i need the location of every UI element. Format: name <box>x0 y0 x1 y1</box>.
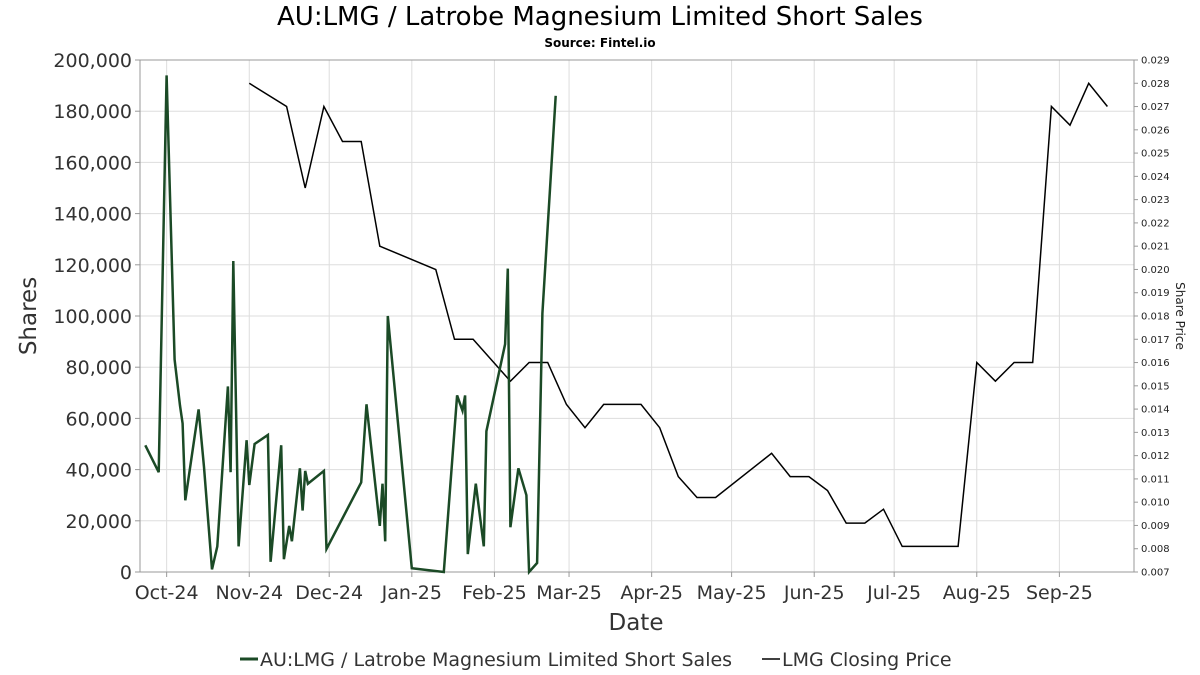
y2-axis-title: Share Price <box>1173 282 1187 350</box>
y2-tick-label: 0.023 <box>1141 195 1170 206</box>
y-axis-title: Shares <box>16 277 42 355</box>
y2-tick-label: 0.027 <box>1141 102 1170 113</box>
chart-subtitle: Source: Fintel.io <box>544 36 656 50</box>
y2-tick-label: 0.015 <box>1141 381 1170 392</box>
y2-tick-label: 0.017 <box>1141 335 1170 346</box>
x-tick-label: Oct-24 <box>135 582 199 604</box>
y-tick-label: 80,000 <box>66 357 132 379</box>
y2-tick-label: 0.012 <box>1141 451 1170 462</box>
x-tick-label: May-25 <box>697 582 767 604</box>
y2-tick-label: 0.007 <box>1141 568 1170 579</box>
y-tick-label: 0 <box>120 562 132 584</box>
y2-tick-label: 0.022 <box>1141 218 1170 229</box>
x-tick-label: Mar-25 <box>536 582 602 604</box>
y2-tick-label: 0.018 <box>1141 312 1170 323</box>
x-tick-label: Dec-24 <box>295 582 363 604</box>
y-tick-label: 20,000 <box>66 511 132 533</box>
y2-tick-label: 0.024 <box>1141 172 1170 183</box>
y-tick-label: 200,000 <box>53 50 132 72</box>
x-axis: Oct-24 Nov-24 Dec-24 Jan-25 Feb-25 Mar-25 Apr-… <box>135 572 1093 604</box>
y-tick-label: 100,000 <box>53 306 132 328</box>
y-tick-label: 60,000 <box>66 408 132 430</box>
y2-tick-label: 0.009 <box>1141 521 1170 532</box>
series-line-closing-price <box>248 81 1108 548</box>
y-tick-label: 180,000 <box>53 101 132 123</box>
y2-tick-label: 0.021 <box>1141 242 1170 253</box>
y2-tick-label: 0.014 <box>1141 405 1170 416</box>
y2-tick-label: 0.026 <box>1141 125 1170 136</box>
y2-tick-label: 0.028 <box>1141 79 1170 90</box>
x-tick-label: Sep-25 <box>1026 582 1093 604</box>
x-tick-label: Jun-25 <box>783 582 845 604</box>
legend: AU:LMG / Latrobe Magnesium Limited Short… <box>240 649 952 671</box>
x-tick-label: Aug-25 <box>943 582 1011 604</box>
series-line-short-sales <box>144 75 557 576</box>
y2-tick-label: 0.013 <box>1141 428 1170 439</box>
y-tick-label: 120,000 <box>53 255 132 277</box>
y-tick-label: 40,000 <box>66 460 132 482</box>
y2-tick-label: 0.019 <box>1141 288 1170 299</box>
y2-tick-label: 0.029 <box>1141 56 1170 67</box>
y2-tick-label: 0.016 <box>1141 358 1170 369</box>
y2-tick-label: 0.010 <box>1141 498 1170 509</box>
x-tick-label: Feb-25 <box>462 582 527 604</box>
y-tick-label: 140,000 <box>53 204 132 226</box>
x-tick-label: Apr-25 <box>620 582 683 604</box>
gridlines <box>140 60 1134 572</box>
y2-tick-label: 0.020 <box>1141 265 1170 276</box>
series-group <box>144 75 1108 576</box>
x-tick-label: Jan-25 <box>381 582 442 604</box>
x-tick-label: Jul-25 <box>866 582 921 604</box>
y-tick-label: 160,000 <box>53 152 132 174</box>
left-axis: 0 20,000 40,000 60,000 80,000 100,000 120,000 1… <box>53 50 140 584</box>
chart-title: AU:LMG / Latrobe Magnesium Limited Short… <box>277 2 923 32</box>
y2-tick-label: 0.025 <box>1141 149 1170 160</box>
legend-label-closing-price: LMG Closing Price <box>782 649 952 671</box>
right-axis: 0.007 0.008 0.009 0.010 0.011 0.012 0.013 0.014… <box>1134 56 1170 579</box>
y2-tick-label: 0.008 <box>1141 544 1170 555</box>
x-axis-title: Date <box>609 610 664 636</box>
y2-tick-label: 0.011 <box>1141 474 1170 485</box>
legend-label-short-sales: AU:LMG / Latrobe Magnesium Limited Short… <box>260 649 732 671</box>
x-tick-label: Nov-24 <box>215 582 283 604</box>
